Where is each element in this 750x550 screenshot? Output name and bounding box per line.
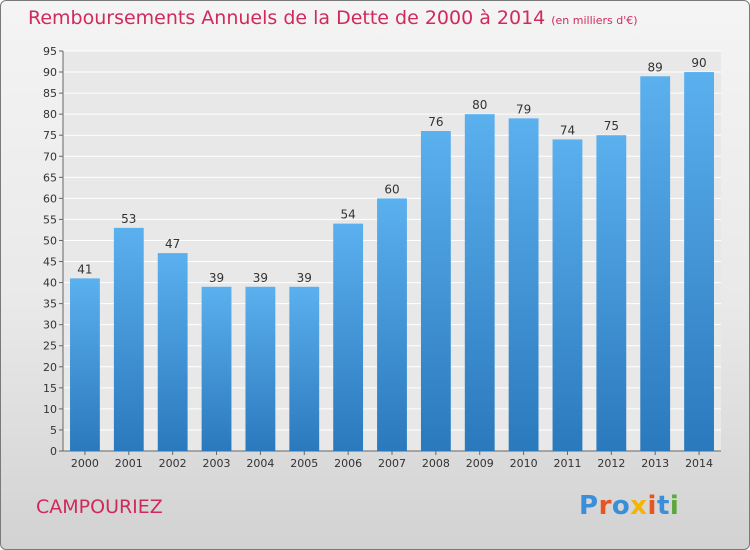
- y-tick-label: 0: [50, 445, 57, 458]
- x-tick-label: 2009: [466, 457, 494, 470]
- y-tick-label: 45: [43, 256, 57, 269]
- y-tick-label: 25: [43, 340, 57, 353]
- y-tick-label: 60: [43, 192, 57, 205]
- y-tick-label: 10: [43, 403, 57, 416]
- bar: [157, 253, 188, 451]
- bar: [201, 286, 232, 451]
- commune-name: CAMPOURIEZ: [36, 496, 163, 518]
- bar: [377, 198, 407, 451]
- logo-letter: t: [656, 491, 670, 521]
- x-tick-label: 2003: [203, 457, 231, 470]
- y-tick-label: 70: [43, 150, 57, 163]
- bar: [420, 131, 451, 451]
- data-label: 75: [604, 119, 619, 133]
- x-tick-label: 2010: [510, 457, 538, 470]
- x-tick-label: 2012: [597, 457, 625, 470]
- bar: [596, 135, 627, 452]
- bar: [640, 76, 671, 452]
- data-label: 89: [648, 60, 663, 74]
- bar: [289, 286, 320, 451]
- y-tick-label: 30: [43, 319, 57, 332]
- data-label: 54: [340, 208, 355, 222]
- bar: [684, 72, 714, 451]
- bar: [70, 278, 100, 451]
- y-tick-label: 95: [43, 45, 57, 58]
- x-tick-label: 2004: [246, 457, 274, 470]
- data-label: 39: [297, 271, 312, 285]
- data-label: 53: [121, 212, 136, 226]
- bar: [552, 139, 583, 451]
- logo-letter: x: [630, 491, 648, 521]
- y-tick-label: 20: [43, 361, 57, 374]
- data-label: 47: [165, 237, 180, 251]
- chart-subtitle: (en milliers d'€): [551, 14, 638, 27]
- x-tick-label: 2007: [378, 457, 406, 470]
- data-label: 39: [253, 271, 268, 285]
- y-tick-label: 5: [50, 424, 57, 437]
- y-tick-label: 40: [43, 277, 57, 290]
- x-tick-label: 2014: [685, 457, 713, 470]
- bar: [464, 114, 495, 451]
- x-tick-label: 2000: [71, 457, 99, 470]
- x-tick-label: 2002: [159, 457, 187, 470]
- y-tick-label: 80: [43, 108, 57, 121]
- bar: [113, 227, 144, 451]
- x-tick-label: 2011: [553, 457, 581, 470]
- y-tick-label: 50: [43, 234, 57, 247]
- data-label: 80: [472, 98, 487, 112]
- y-tick-label: 55: [43, 213, 57, 226]
- y-tick-label: 85: [43, 87, 57, 100]
- x-tick-label: 2013: [641, 457, 669, 470]
- logo-letter: P: [579, 491, 599, 521]
- y-tick-label: 90: [43, 66, 57, 79]
- data-label: 79: [516, 102, 531, 116]
- x-tick-label: 2005: [290, 457, 318, 470]
- data-label: 90: [691, 56, 706, 70]
- y-tick-label: 75: [43, 129, 57, 142]
- proxiti-logo: Proxiti: [579, 491, 679, 521]
- data-label: 74: [560, 123, 575, 137]
- chart-title: Remboursements Annuels de la Dette de 20…: [28, 7, 638, 29]
- bar: [245, 286, 276, 451]
- chart-title-text: Remboursements Annuels de la Dette de 20…: [28, 7, 546, 29]
- logo-letter: i: [647, 491, 657, 521]
- data-label: 41: [77, 262, 92, 276]
- data-label: 76: [428, 115, 443, 129]
- data-label: 39: [209, 271, 224, 285]
- logo-letter: o: [611, 491, 631, 521]
- x-tick-label: 2001: [115, 457, 143, 470]
- bar: [508, 118, 539, 452]
- logo-letter: i: [669, 491, 680, 521]
- y-tick-label: 35: [43, 298, 57, 311]
- logo-letter: r: [598, 491, 612, 521]
- x-tick-label: 2008: [422, 457, 450, 470]
- x-tick-label: 2006: [334, 457, 362, 470]
- bar: [333, 223, 364, 451]
- y-tick-label: 65: [43, 171, 57, 184]
- y-tick-label: 15: [43, 382, 57, 395]
- data-label: 60: [384, 182, 399, 196]
